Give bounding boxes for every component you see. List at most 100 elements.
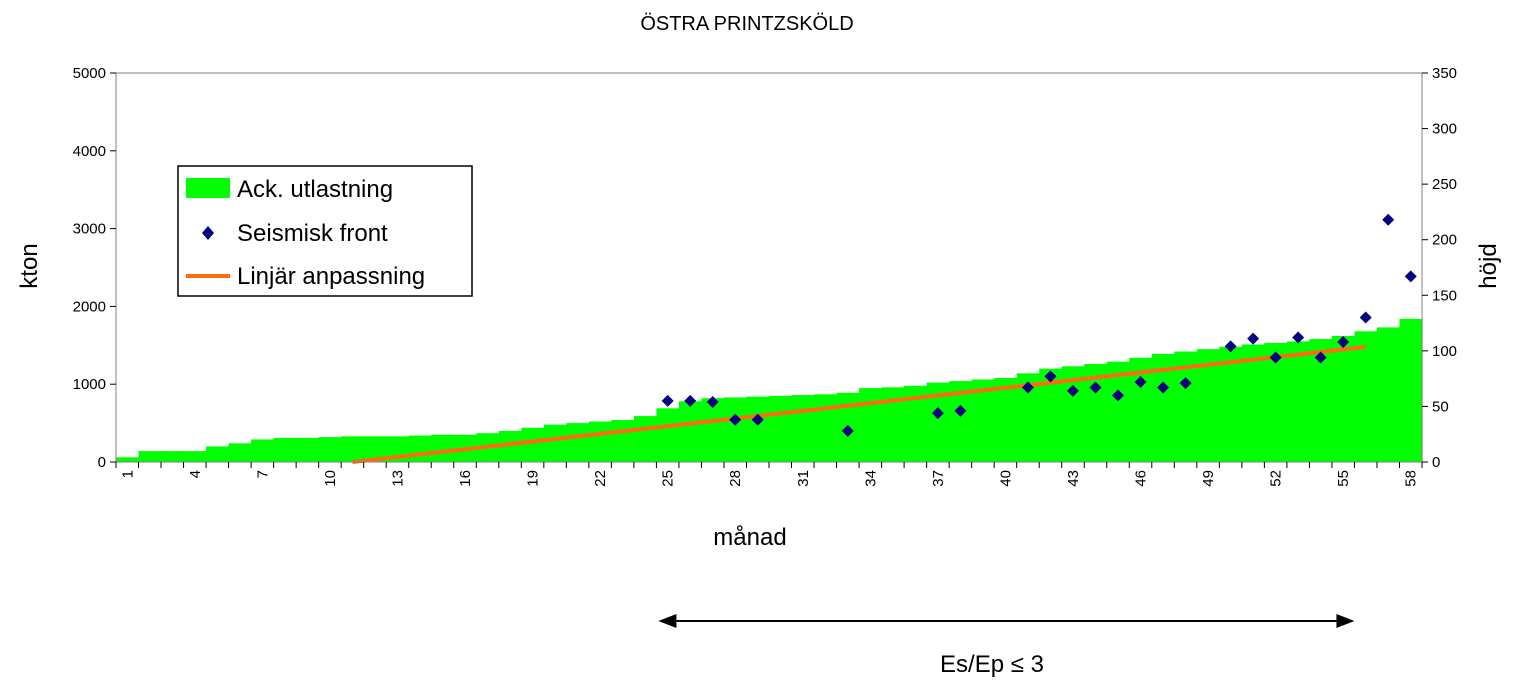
right-tick-label: 50: [1432, 398, 1449, 415]
scatter-point: [1179, 377, 1192, 390]
x-tick-label: 37: [930, 470, 947, 487]
x-tick-label: 16: [457, 470, 474, 487]
x-tick-label: 55: [1335, 470, 1352, 487]
scatter-point: [1269, 351, 1282, 364]
area-bar: [1174, 351, 1198, 462]
area-bar: [273, 437, 297, 462]
area-bar: [994, 377, 1018, 462]
left-tick-label: 4000: [73, 143, 106, 160]
area-bar: [1376, 327, 1401, 462]
x-tick-label: 7: [254, 470, 271, 478]
area-bar: [1354, 331, 1378, 462]
area-bar: [408, 435, 432, 462]
x-tick-label: 28: [727, 470, 744, 487]
scatter-point: [1044, 370, 1057, 383]
x-tick-label: 31: [795, 470, 812, 487]
left-tick-label: 1000: [73, 376, 106, 393]
area-bar: [566, 423, 590, 462]
scatter-point: [1247, 332, 1260, 345]
area-bar: [611, 419, 635, 462]
area-bar: [116, 457, 140, 462]
scatter-point: [1382, 213, 1395, 226]
left-tick-label: 5000: [73, 65, 106, 82]
legend-label-fit: Linjär anpassning: [237, 263, 425, 290]
area-bar: [1196, 349, 1220, 462]
arrow-left-head: [658, 614, 677, 628]
scatter-point: [1314, 351, 1327, 364]
area-bar: [723, 397, 748, 462]
scatter-point: [684, 394, 697, 407]
area-bar: [588, 421, 612, 462]
area-bar: [1286, 341, 1311, 462]
area-bar: [1241, 344, 1265, 462]
area-bar: [183, 451, 207, 462]
scatter-point: [1404, 270, 1417, 283]
area-bar: [521, 427, 545, 462]
right-axis: 0 50 100 150 200 250 300 350: [1422, 65, 1457, 471]
right-tick-label: 350: [1432, 65, 1457, 82]
right-tick-label: 100: [1432, 343, 1457, 360]
area-bar: [746, 396, 770, 462]
right-tick-label: 200: [1432, 232, 1457, 249]
right-tick-label: 150: [1432, 287, 1457, 304]
scatter-layer: [661, 213, 1417, 437]
x-axis-title: månad: [713, 524, 786, 551]
right-tick-label: 250: [1432, 176, 1457, 193]
left-tick-label: 0: [98, 454, 106, 471]
left-tick-label: 3000: [73, 221, 106, 238]
area-bar: [1151, 353, 1175, 462]
legend-area-swatch: [186, 178, 230, 198]
area-bar: [1129, 357, 1153, 462]
left-axis: 0 1000 2000 3000 4000 5000: [73, 65, 116, 471]
area-layer: [116, 318, 1423, 462]
x-tick-label: 22: [592, 470, 609, 487]
area-bar: [138, 451, 162, 462]
scatter-point: [729, 413, 742, 426]
legend: Ack. utlastning Seismisk front Linjär an…: [177, 165, 473, 297]
area-bar: [1309, 339, 1333, 462]
area-bar: [926, 382, 950, 462]
area-bar: [498, 430, 522, 462]
area-bar: [971, 379, 995, 462]
area-bar: [1264, 342, 1288, 462]
x-tick-label: 49: [1200, 470, 1217, 487]
area-bar: [161, 451, 185, 462]
x-tick-label: 46: [1133, 470, 1150, 487]
x-tick-label: 25: [660, 470, 677, 487]
area-bar: [814, 394, 838, 462]
area-bar: [904, 385, 928, 462]
x-tick-label: 40: [997, 470, 1014, 487]
x-tick-label: 10: [322, 470, 339, 487]
scatter-point: [931, 407, 944, 420]
fit-line-layer: [352, 344, 1366, 464]
legend-label-scatter: Seismisk front: [237, 220, 388, 247]
area-bar: [1061, 366, 1085, 462]
area-bar: [206, 446, 230, 462]
scatter-point: [1066, 384, 1079, 397]
x-tick-label: 13: [389, 470, 406, 487]
area-bar: [543, 424, 567, 462]
x-axis: 1 4 7 10 13 16 19 22 25 28 31 34 37 40 43 46 49 52 55 58: [115, 462, 1423, 487]
area-bar: [1331, 335, 1356, 462]
arrow-right-head: [1336, 614, 1355, 628]
legend-label-area: Ack. utlastning: [237, 176, 393, 203]
scatter-point: [706, 395, 719, 408]
area-bar: [251, 439, 275, 462]
scatter-point: [1089, 381, 1102, 394]
area-bar: [1219, 346, 1243, 462]
area-bar: [341, 436, 365, 462]
area-bar: [296, 437, 320, 462]
area-bar: [431, 434, 455, 462]
scatter-point: [1157, 381, 1170, 394]
area-bar: [1016, 373, 1040, 462]
area-bar: [791, 395, 815, 462]
area-bar: [656, 408, 680, 462]
scatter-point: [1292, 331, 1305, 344]
left-axis-title: kton: [16, 243, 43, 288]
annotation-text: Es/Ep ≤ 3: [940, 651, 1044, 678]
scatter-point: [1134, 375, 1147, 388]
right-axis-title: höjd: [1475, 243, 1502, 288]
area-bar: [859, 388, 883, 462]
